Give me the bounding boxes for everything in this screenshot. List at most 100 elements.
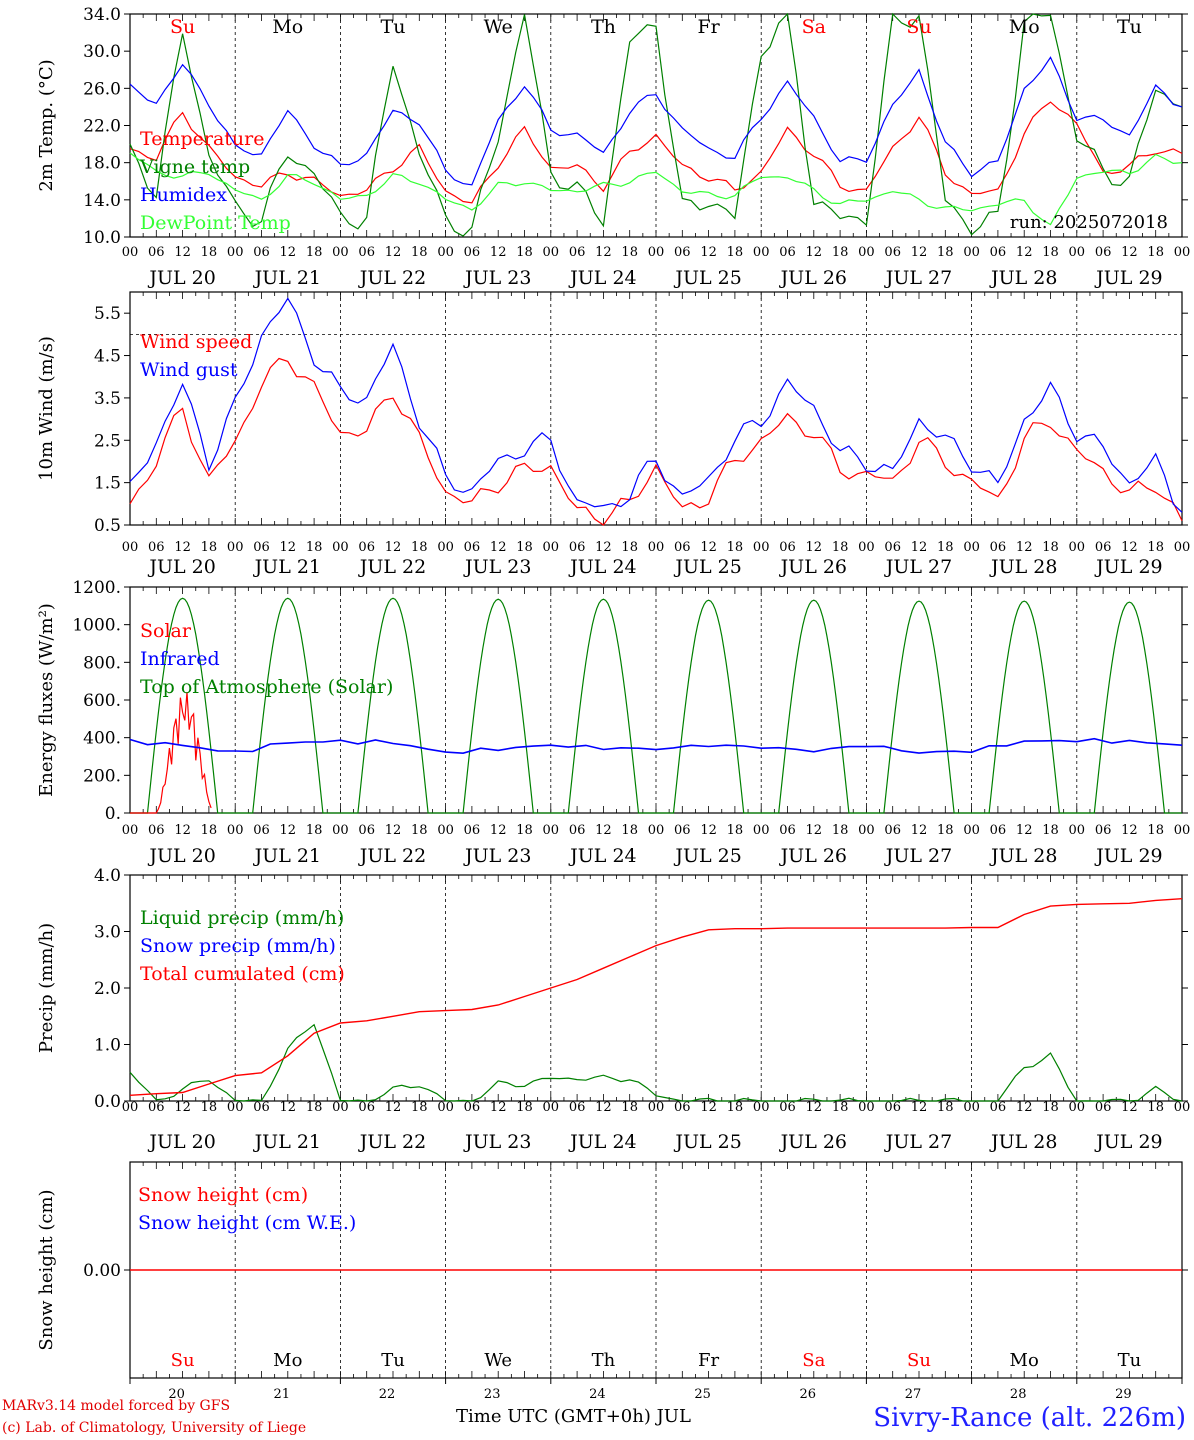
day-number-label: 20	[168, 1387, 185, 1400]
hour-tick-label: 06	[674, 823, 691, 838]
legend-entry: Wind gust	[140, 359, 238, 381]
hour-tick-label: 00	[648, 1100, 665, 1115]
hour-tick-label: 00	[437, 245, 454, 260]
hour-tick-label: 12	[700, 1100, 717, 1115]
hour-tick-label: 00	[543, 540, 560, 555]
date-label: JUL 24	[568, 556, 636, 578]
date-label: JUL 22	[358, 556, 426, 578]
hour-tick-label: 00	[332, 245, 349, 260]
hour-tick-label: 12	[174, 823, 191, 838]
hour-tick-label: 00	[437, 823, 454, 838]
hour-tick-label: 00	[1174, 245, 1191, 260]
day-number-label: 28	[1010, 1387, 1027, 1400]
hour-tick-label: 00	[122, 540, 139, 555]
legend-entry: Snow height (cm W.E.)	[138, 1212, 356, 1234]
hour-tick-label: 06	[464, 540, 481, 555]
hour-tick-label: 06	[358, 245, 375, 260]
hour-tick-label: 18	[1042, 245, 1059, 260]
weekday-label: Su	[907, 1350, 931, 1371]
series-wind-speed	[129, 357, 1183, 526]
legend-entry: Infrared	[140, 648, 220, 670]
hour-tick-label: 12	[911, 1100, 928, 1115]
legend-entry: Humidex	[140, 184, 227, 206]
hour-tick-label: 12	[385, 1100, 402, 1115]
hour-tick-label: 06	[1095, 540, 1112, 555]
weekday-label: Th	[591, 16, 616, 38]
hour-tick-label: 18	[201, 1100, 218, 1115]
hour-tick-label: 00	[543, 245, 560, 260]
hour-tick-label: 18	[201, 823, 218, 838]
y-tick-label: 14.0	[83, 191, 121, 211]
hour-tick-label: 12	[1121, 823, 1138, 838]
hour-tick-label: 12	[911, 245, 928, 260]
date-label: JUL 20	[147, 267, 215, 289]
hour-tick-label: 06	[779, 1100, 796, 1115]
hour-tick-label: 18	[306, 245, 323, 260]
hour-tick-label: 00	[1069, 540, 1086, 555]
date-label: JUL 25	[673, 556, 741, 578]
date-label: JUL 24	[568, 845, 636, 867]
y-tick-label: 1000.	[72, 616, 121, 636]
hour-tick-label: 00	[963, 1100, 980, 1115]
date-label: JUL 27	[884, 845, 952, 867]
hour-tick-label: 12	[911, 540, 928, 555]
date-label: JUL 22	[358, 845, 426, 867]
hour-tick-label: 06	[1095, 823, 1112, 838]
hour-tick-label: 12	[1016, 245, 1033, 260]
hour-tick-label: 06	[569, 1100, 586, 1115]
hour-tick-label: 06	[779, 823, 796, 838]
legend-entry: Temperature	[140, 128, 264, 150]
y-tick-label: 0.5	[94, 516, 121, 536]
hour-tick-label: 12	[174, 540, 191, 555]
hour-tick-label: 12	[806, 540, 823, 555]
date-label: JUL 25	[673, 845, 741, 867]
hour-tick-label: 06	[990, 245, 1007, 260]
hour-tick-label: 12	[1016, 540, 1033, 555]
hour-tick-label: 12	[595, 823, 612, 838]
hour-tick-label: 06	[148, 823, 165, 838]
y-tick-label: 34.0	[83, 5, 121, 25]
weekday-label: Sa	[802, 1350, 825, 1371]
weekday-label: Th	[592, 1350, 616, 1371]
date-label: JUL 28	[989, 1131, 1057, 1153]
hour-tick-label: 12	[1121, 540, 1138, 555]
hour-tick-label: 18	[621, 823, 638, 838]
hour-tick-label: 00	[543, 1100, 560, 1115]
date-label: JUL 24	[568, 267, 636, 289]
weekday-label: Fr	[697, 16, 720, 38]
hour-tick-label: 06	[884, 1100, 901, 1115]
legend-entry: Liquid precip (mm/h)	[140, 907, 344, 929]
weekday-label: Sa	[802, 16, 826, 38]
hour-tick-label: 00	[648, 540, 665, 555]
hour-tick-label: 12	[806, 823, 823, 838]
hour-tick-label: 18	[1147, 245, 1164, 260]
hour-tick-label: 00	[753, 245, 770, 260]
hour-tick-label: 18	[1147, 1100, 1164, 1115]
hour-tick-label: 12	[280, 540, 297, 555]
day-number-label: 23	[484, 1387, 501, 1400]
hour-tick-label: 18	[411, 540, 428, 555]
day-number-label: 24	[589, 1387, 606, 1400]
series-vigne-temp	[129, 12, 1183, 237]
y-tick-label: 0.0	[94, 1092, 121, 1112]
hour-tick-label: 00	[227, 1100, 244, 1115]
hour-tick-label: 18	[411, 245, 428, 260]
date-label: JUL 27	[884, 556, 952, 578]
date-label: JUL 29	[1094, 845, 1162, 867]
hour-tick-label: 12	[1016, 823, 1033, 838]
series-wind-gust	[129, 297, 1183, 513]
date-label: JUL 26	[779, 556, 847, 578]
y-tick-label: 22.0	[83, 117, 121, 137]
y-tick-label: 3.5	[94, 389, 121, 409]
hour-tick-label: 06	[253, 540, 270, 555]
day-number-label: 25	[694, 1387, 711, 1400]
hour-tick-label: 18	[1042, 1100, 1059, 1115]
hour-tick-label: 06	[884, 823, 901, 838]
hour-tick-label: 18	[201, 245, 218, 260]
date-label: JUL 29	[1094, 267, 1162, 289]
y-axis-label: Precip (mm/h)	[36, 923, 57, 1053]
hour-tick-label: 00	[332, 540, 349, 555]
date-label: JUL 21	[253, 267, 321, 289]
hour-tick-label: 12	[700, 823, 717, 838]
legend-entry: Wind speed	[140, 331, 252, 353]
